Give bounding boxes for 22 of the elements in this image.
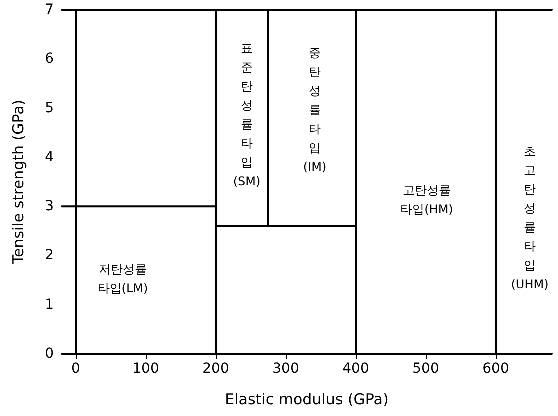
annotation: 중 탄 성 률 타 입 (IM) <box>303 46 327 174</box>
annotation: 초 고 탄 성 률 타 입 (UHM) <box>511 144 549 292</box>
x-tick-label: 100 <box>132 361 160 377</box>
y-tick-label: 3 <box>45 198 54 215</box>
annotation: 저탄성률 타입(LM) <box>98 262 148 296</box>
x-tick-label: 200 <box>202 361 230 377</box>
y-tick-label: 1 <box>45 296 54 313</box>
annotation: 고탄성률 타입(HM) <box>400 184 454 216</box>
x-tick-label: 300 <box>272 361 300 377</box>
x-tick-label: 0 <box>72 361 80 377</box>
y-tick-label: 6 <box>45 51 54 68</box>
x-tick-label: 600 <box>482 361 510 377</box>
y-tick-label: 7 <box>45 2 54 18</box>
y-tick-label: 0 <box>45 346 54 362</box>
y-tick-label: 2 <box>45 248 54 264</box>
y-axis-title: Tensile strength (GPa) <box>10 100 28 266</box>
x-axis-title: Elastic modulus (GPa) <box>225 390 389 408</box>
annotation: 표 준 탄 성 률 타 입 (SM) <box>233 42 261 188</box>
y-tick-label: 4 <box>45 149 54 166</box>
x-tick-label: 500 <box>412 361 440 377</box>
y-tick-label: 5 <box>45 100 54 116</box>
x-tick-label: 400 <box>342 361 370 377</box>
